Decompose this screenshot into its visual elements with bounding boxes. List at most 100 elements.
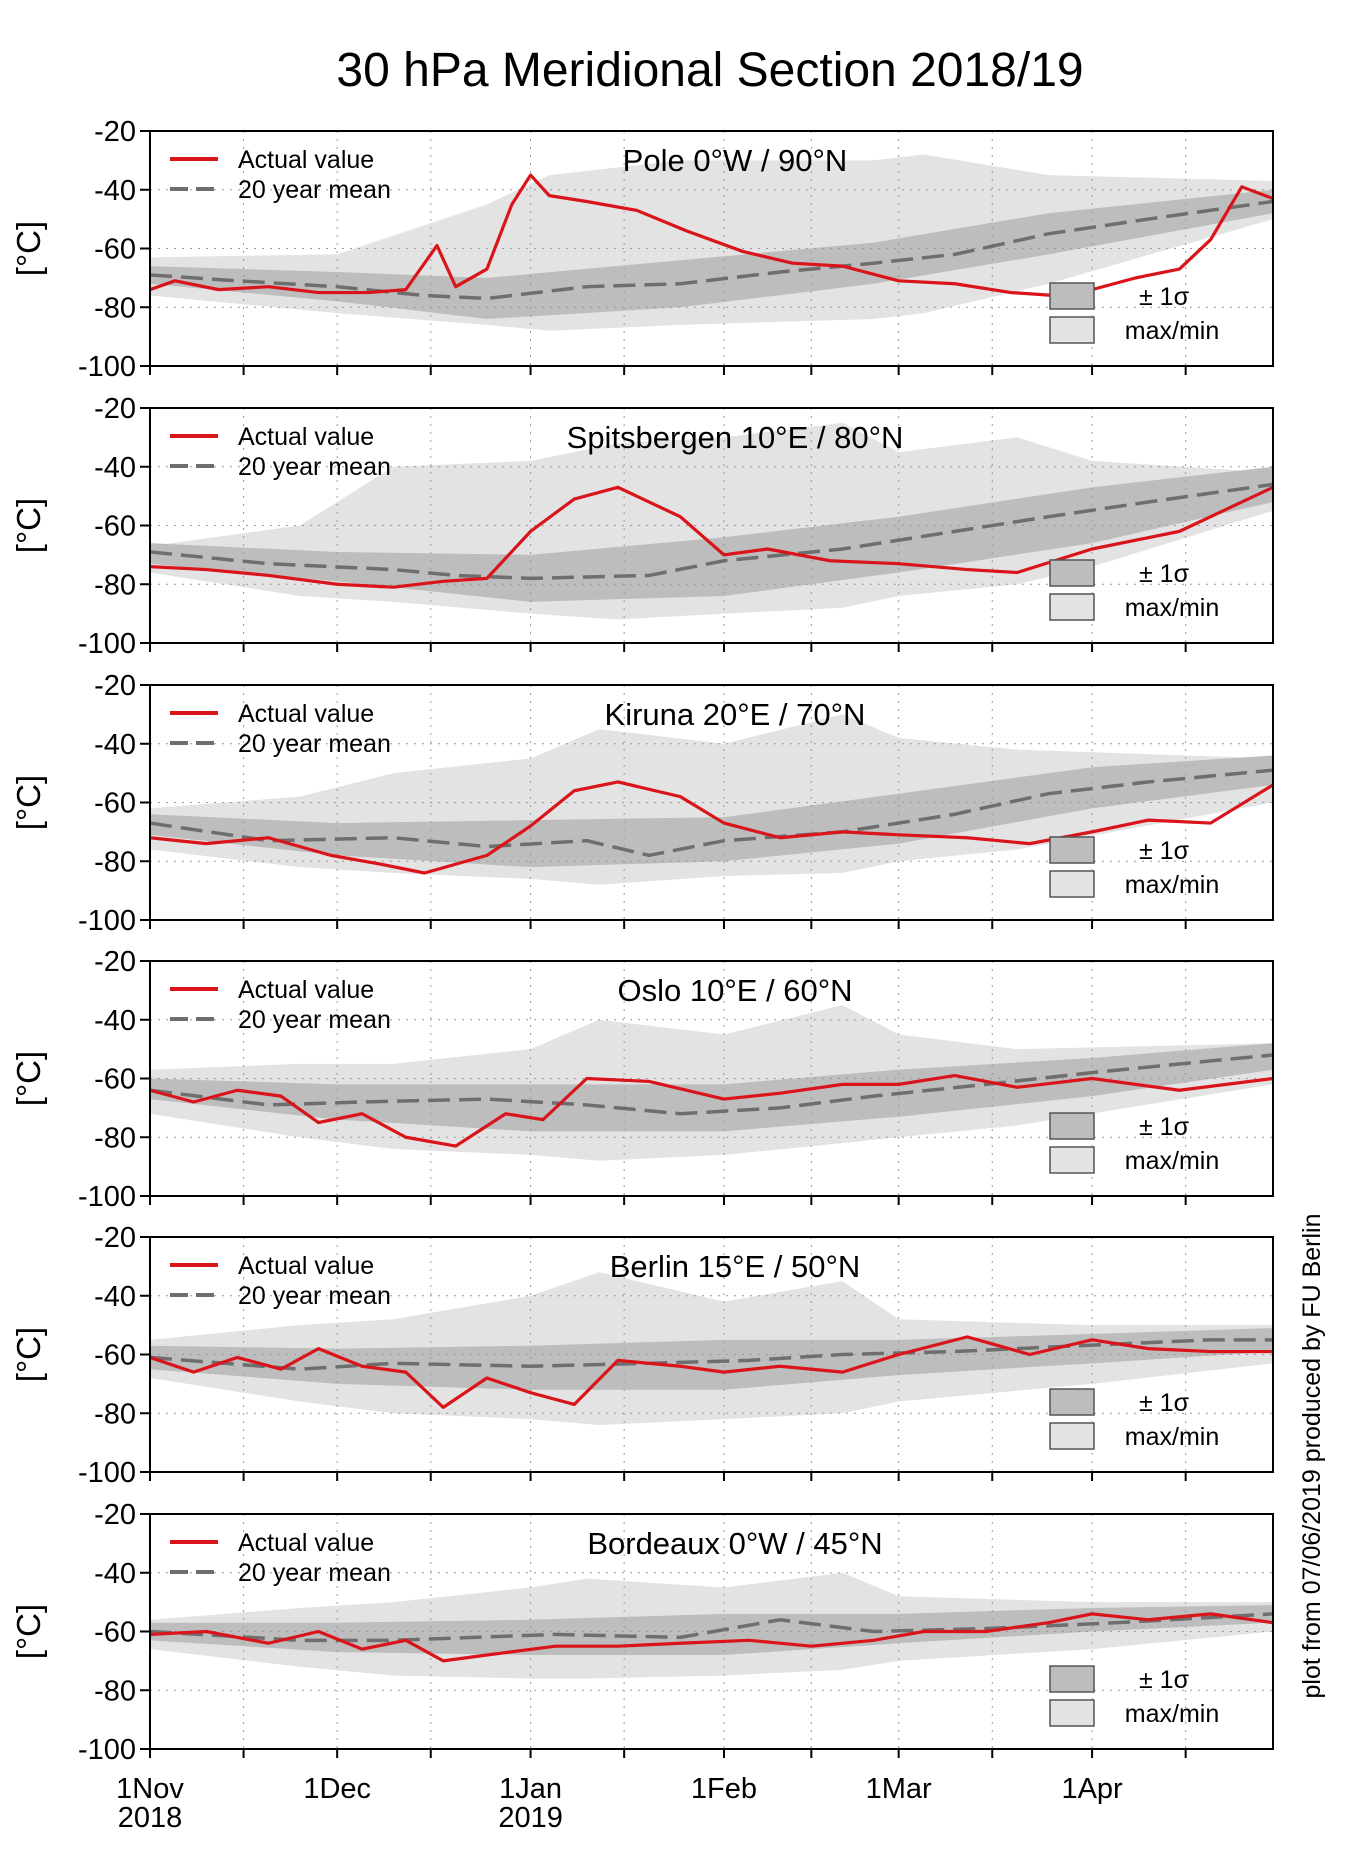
y-tick-label: -20 (94, 670, 136, 702)
x-tick-year-label: 2019 (498, 1802, 563, 1834)
actual-line (149, 780, 1274, 875)
legend-sigma-swatch (1049, 559, 1095, 587)
y-axis-label: [°C] (10, 1051, 47, 1106)
legend-actual-label: Actual value (238, 423, 374, 451)
legend-maxmin-swatch (1049, 316, 1095, 344)
legend-actual-label: Actual value (238, 146, 374, 174)
credit-text: plot from 07/06/2019 produced by FU Berl… (1298, 1214, 1326, 1699)
legend-maxmin-label: max/min (1125, 1423, 1219, 1451)
legend-mean-label: 20 year mean (238, 1559, 391, 1587)
y-tick-label: -80 (94, 1122, 136, 1154)
sigma-band (150, 189, 1273, 319)
y-tick-label: -100 (78, 1457, 136, 1489)
y-tick-label: -100 (78, 351, 136, 383)
panel-5: -20 -40 -60 -80 -100 [°C] Berlin 15°E / 50°N Ac… (10, 1222, 1274, 1489)
y-tick-label: -20 (94, 1499, 136, 1531)
y-tick-label: -60 (94, 1064, 136, 1096)
actual-line (149, 1612, 1274, 1663)
y-axis-label: [°C] (10, 498, 47, 553)
mean-line (149, 482, 1274, 581)
y-tick-label: -20 (94, 393, 136, 425)
y-tick-label: -100 (78, 1734, 136, 1766)
legend-actual-label: Actual value (238, 976, 374, 1004)
legend-actual-label: Actual value (238, 700, 374, 728)
x-tick-label: 1Feb (691, 1773, 757, 1805)
legend-mean-label: 20 year mean (238, 1282, 391, 1310)
mean-line (149, 1612, 1274, 1643)
y-tick-label: -20 (94, 116, 136, 148)
panel-title: Spitsbergen 10°E / 80°N (567, 420, 904, 455)
y-tick-label: -80 (94, 569, 136, 601)
panel-4: -20 -40 -60 -80 -100 [°C] Oslo 10°E / 60°N Actu… (10, 946, 1274, 1213)
y-tick-label: -40 (94, 729, 136, 761)
y-tick-label: -80 (94, 292, 136, 324)
legend-maxmin-swatch (1049, 1146, 1095, 1174)
legend-actual-label: Actual value (238, 1529, 374, 1557)
y-axis-label: [°C] (10, 1604, 47, 1659)
mean-line (149, 1053, 1274, 1116)
y-tick-label: -60 (94, 511, 136, 543)
x-tick-year-label: 2018 (118, 1802, 183, 1834)
y-tick-label: -40 (94, 1558, 136, 1590)
legend-sigma-label: ± 1σ (1139, 1666, 1190, 1694)
y-axis-label: [°C] (10, 221, 47, 276)
y-tick-label: -40 (94, 452, 136, 484)
y-axis-label: [°C] (10, 1327, 47, 1382)
y-tick-label: -80 (94, 1398, 136, 1430)
y-tick-label: -40 (94, 1005, 136, 1037)
actual-line (149, 173, 1274, 298)
x-tick-label: 1Nov (116, 1773, 184, 1805)
legend-mean-label: 20 year mean (238, 176, 391, 204)
panel-3: -20 -40 -60 -80 -100 [°C] Kiruna 20°E / 70°N Ac… (10, 670, 1274, 937)
y-tick-label: -100 (78, 905, 136, 937)
legend-maxmin-label: max/min (1125, 594, 1219, 622)
x-tick-label: 1Apr (1061, 1773, 1123, 1805)
actual-line (149, 485, 1274, 589)
legend-maxmin-swatch (1049, 870, 1095, 898)
legend-sigma-swatch (1049, 1665, 1095, 1693)
legend-maxmin-swatch (1049, 1422, 1095, 1450)
figure-title: 30 hPa Meridional Section 2018/19 (336, 44, 1083, 97)
actual-line (149, 1335, 1273, 1409)
mean-line (149, 768, 1274, 858)
panel-title: Oslo 10°E / 60°N (617, 973, 852, 1008)
legend-sigma-swatch (1049, 1112, 1095, 1140)
legend-mean-label: 20 year mean (238, 453, 391, 481)
panel-title: Kiruna 20°E / 70°N (605, 697, 866, 732)
panel-1: -20 -40 -60 -80 -100 [°C] Pole 0°W / 90°N Actua… (10, 116, 1274, 383)
y-tick-label: -100 (78, 628, 136, 660)
y-tick-label: -60 (94, 788, 136, 820)
mean-line (149, 199, 1274, 301)
y-tick-label: -40 (94, 175, 136, 207)
legend-sigma-swatch (1049, 1388, 1095, 1416)
panel-title: Berlin 15°E / 50°N (610, 1249, 861, 1284)
legend-sigma-label: ± 1σ (1139, 283, 1190, 311)
legend-mean-label: 20 year mean (238, 730, 391, 758)
panel-title: Pole 0°W / 90°N (623, 143, 848, 178)
panels: -20 -40 -60 -80 -100 [°C] Pole 0°W / 90°N Actua… (10, 116, 1274, 1766)
y-tick-label: -60 (94, 1340, 136, 1372)
panel-6: -20 -40 -60 -80 -100 [°C] Bordeaux 0°W / 45°N A… (10, 1499, 1274, 1766)
panel-2: -20 -40 -60 -80 -100 [°C] Spitsbergen 10°E / 8… (10, 393, 1274, 660)
legend-sigma-swatch (1049, 282, 1095, 310)
sigma-band (150, 755, 1273, 868)
legend-sigma-swatch (1049, 836, 1095, 864)
y-tick-label: -40 (94, 1281, 136, 1313)
y-tick-label: -60 (94, 234, 136, 266)
legend-actual-label: Actual value (238, 1252, 374, 1280)
legend-sigma-label: ± 1σ (1139, 560, 1190, 588)
legend-mean-label: 20 year mean (238, 1006, 391, 1034)
y-tick-label: -20 (94, 946, 136, 978)
legend-maxmin-label: max/min (1125, 1700, 1219, 1728)
legend-maxmin-label: max/min (1125, 871, 1219, 899)
y-axis-label: [°C] (10, 775, 47, 830)
y-tick-label: -100 (78, 1181, 136, 1213)
legend-sigma-label: ± 1σ (1139, 837, 1190, 865)
panel-title: Bordeaux 0°W / 45°N (587, 1526, 882, 1561)
legend-sigma-label: ± 1σ (1139, 1113, 1190, 1141)
y-tick-label: -60 (94, 1617, 136, 1649)
x-tick-label: 1Dec (303, 1773, 371, 1805)
legend-maxmin-label: max/min (1125, 1147, 1219, 1175)
